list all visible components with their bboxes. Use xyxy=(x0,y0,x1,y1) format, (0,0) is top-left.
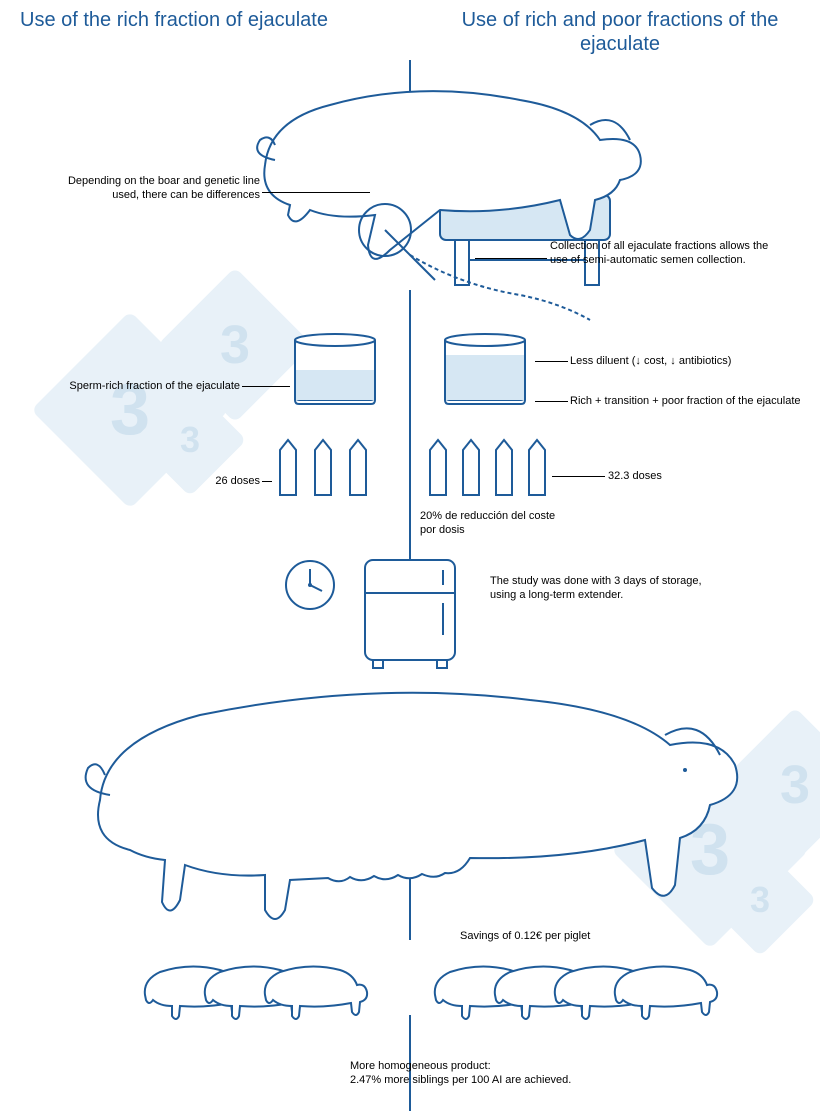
title-right: Use of rich and poor fractions of the ej… xyxy=(440,8,800,56)
sow-large xyxy=(70,680,750,940)
title-left: Use of the rich fraction of ejaculate xyxy=(20,8,400,32)
leader-line xyxy=(552,476,605,477)
dose-bottles-right xyxy=(425,435,585,505)
storage-note: The study was done with 3 days of storag… xyxy=(490,575,710,603)
fridge-icon xyxy=(355,555,465,675)
leader-line xyxy=(262,481,272,482)
clock-icon xyxy=(280,555,340,615)
piglets-right xyxy=(425,950,745,1030)
leader-line xyxy=(262,192,370,193)
sperm-rich-label: Sperm-rich fraction of the ejaculate xyxy=(40,380,240,394)
leader-line xyxy=(475,258,547,259)
doses-right-label: 32.3 doses xyxy=(608,470,678,484)
piglets-left xyxy=(135,950,395,1030)
beaker-right xyxy=(430,330,540,410)
leader-line xyxy=(242,386,290,387)
savings-label: Savings of 0.12€ per piglet xyxy=(460,930,660,944)
leader-line xyxy=(535,401,568,402)
beaker-left xyxy=(280,330,390,410)
boar-note-left: Depending on the boar and genetic line u… xyxy=(60,175,260,203)
leader-line xyxy=(535,361,568,362)
dose-bottles-left xyxy=(270,435,400,505)
doses-left-label: 26 doses xyxy=(200,475,260,489)
less-diluent-label: Less diluent (↓ cost, ↓ antibiotics) xyxy=(570,355,790,369)
cost-reduction-label: 20% de reducción del coste por dosis xyxy=(420,510,570,538)
homogeneous-label: More homogeneous product: 2.47% more sib… xyxy=(350,1060,670,1088)
rich-trans-poor-label: Rich + transition + poor fraction of the… xyxy=(570,395,810,409)
collection-note: Collection of all ejaculate fractions al… xyxy=(550,240,780,268)
